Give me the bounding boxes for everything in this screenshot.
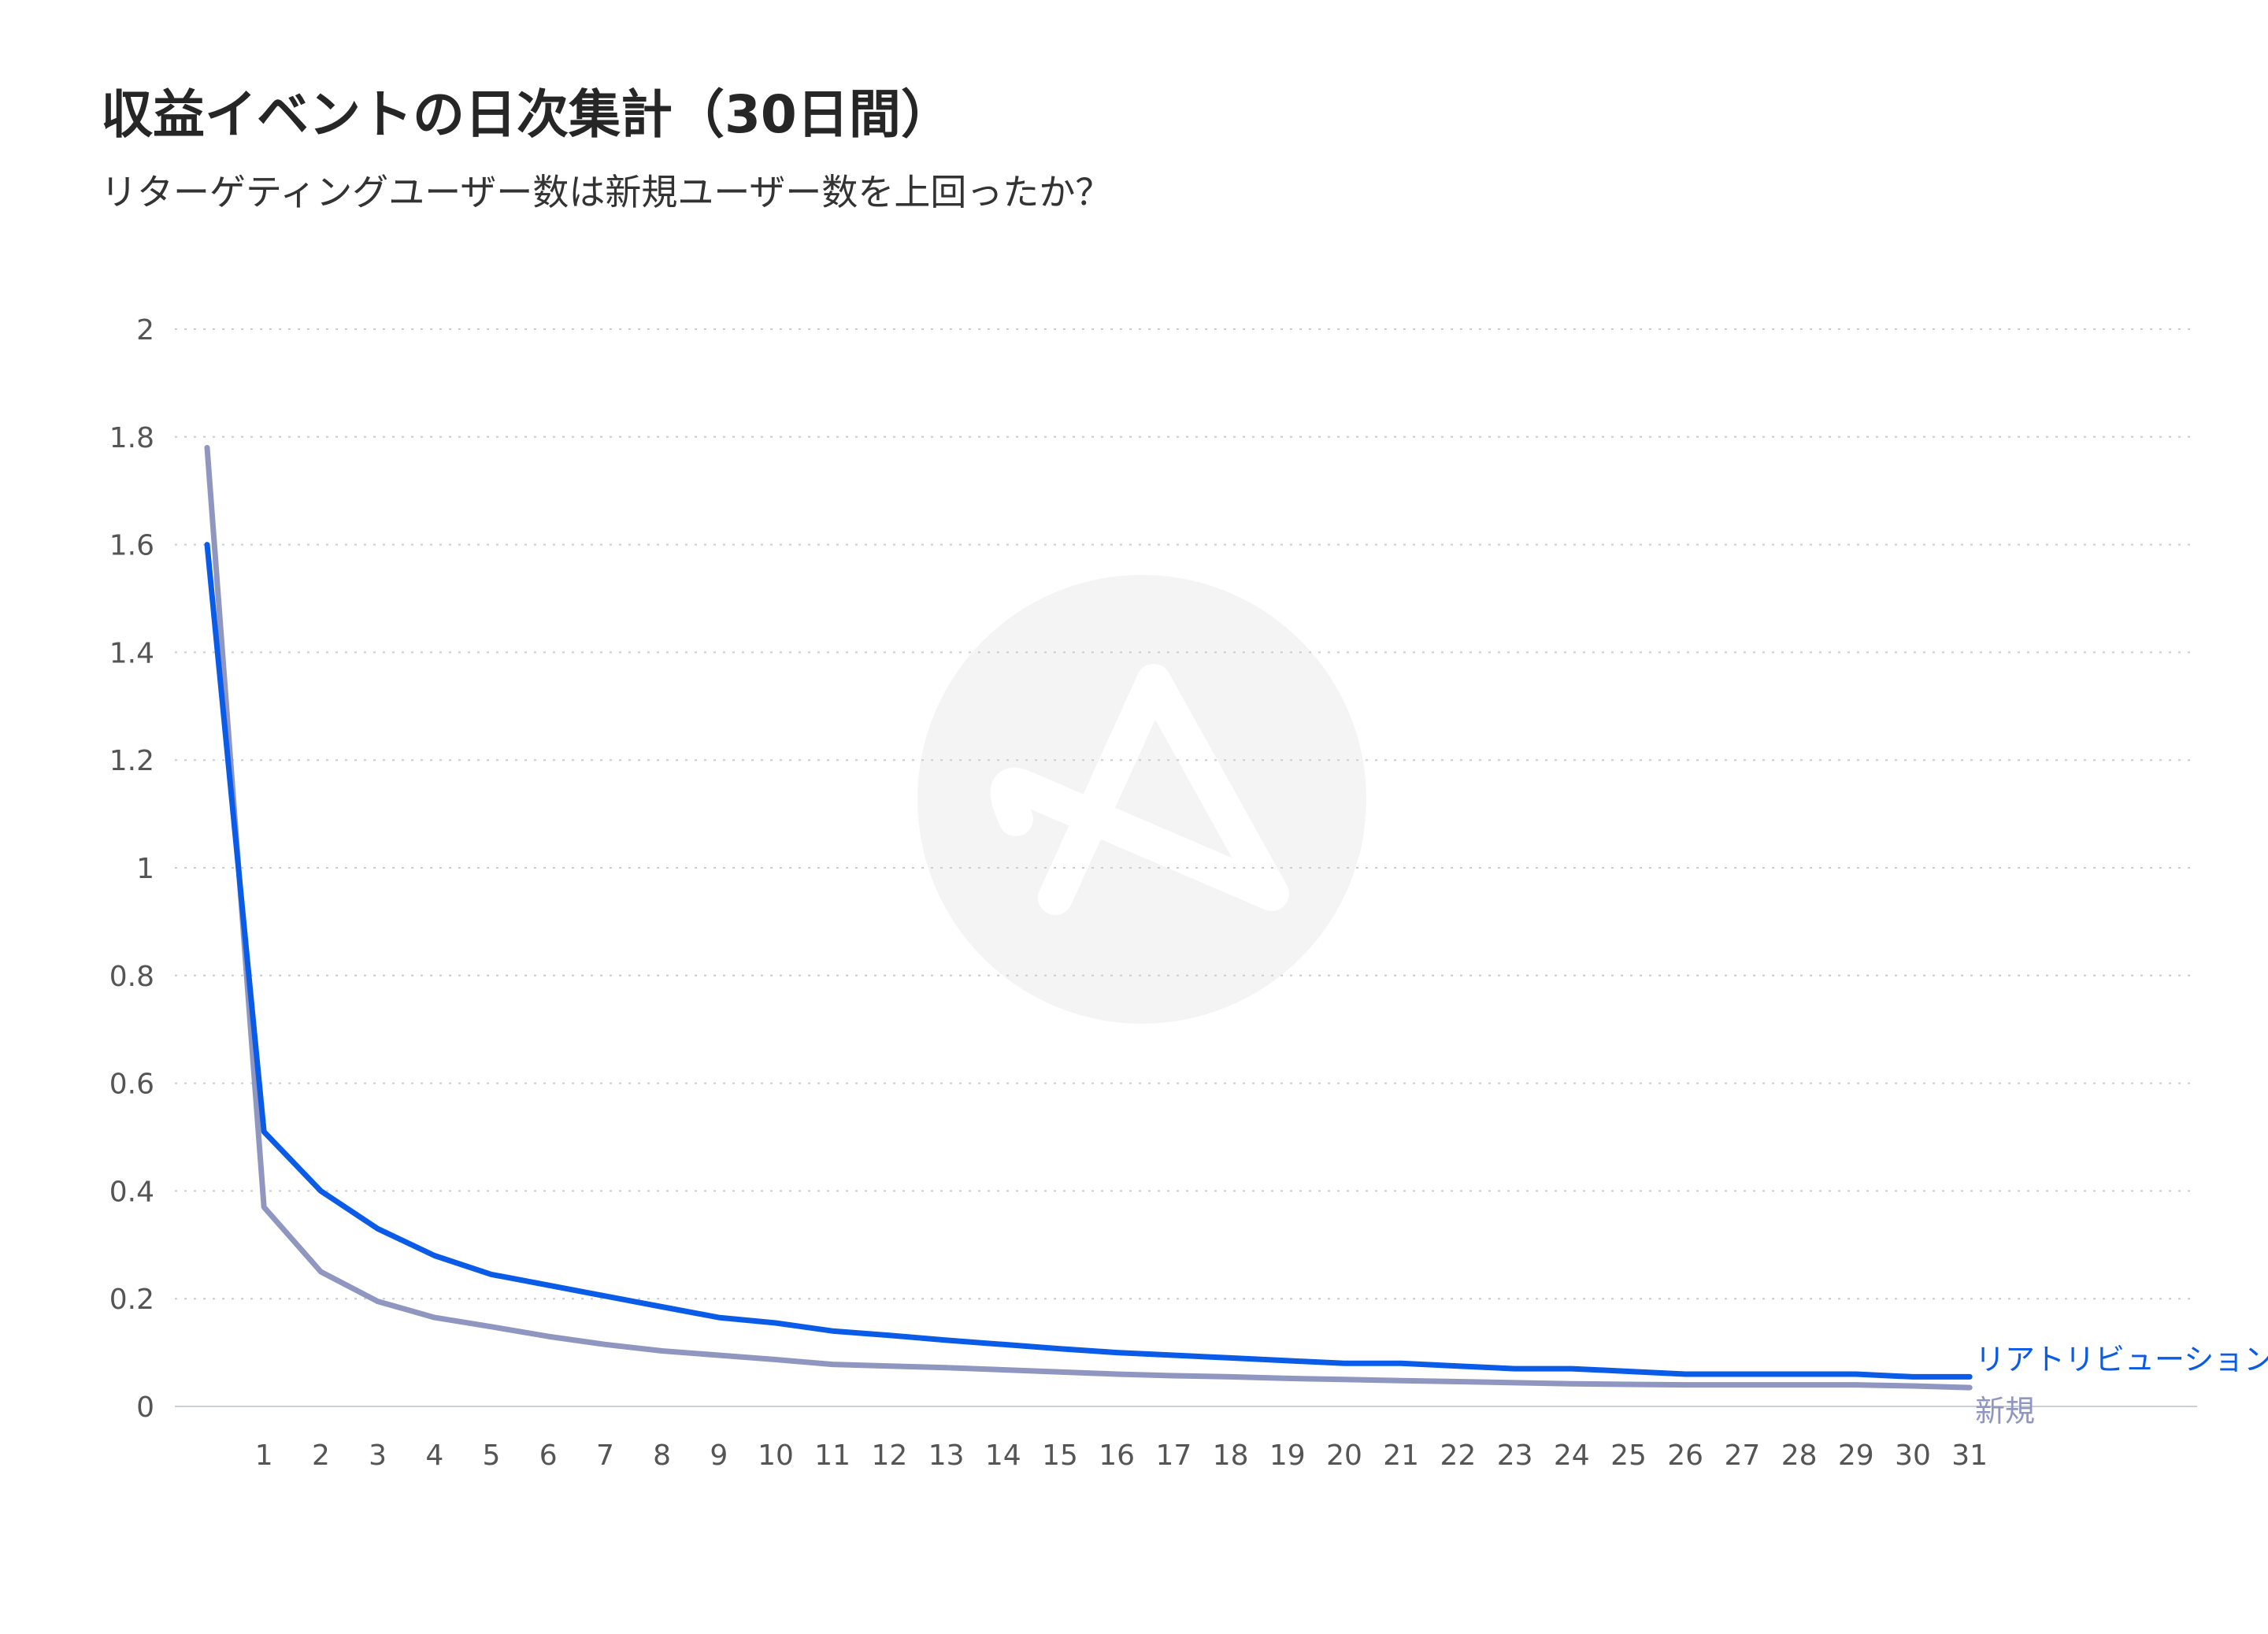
logo-watermark — [917, 575, 1366, 1024]
series-lines — [204, 445, 1973, 1391]
x-tick-label: 14 — [985, 1439, 1021, 1472]
x-tick-label: 11 — [814, 1439, 850, 1472]
watermark-circle — [917, 575, 1366, 1024]
x-tick-label: 4 — [425, 1439, 443, 1472]
x-tick-label: 18 — [1213, 1439, 1249, 1472]
y-tick-label: 1.8 — [109, 422, 154, 454]
y-tick-label: 1 — [136, 853, 154, 885]
x-tick-label: 31 — [1951, 1439, 1988, 1472]
x-tick-label: 29 — [1838, 1439, 1874, 1472]
watermark-glyph — [990, 664, 1289, 915]
x-tick-label: 10 — [758, 1439, 794, 1472]
chart-subtitle: リターゲティングユーザー数は新規ユーザー数を上回ったか？ — [101, 171, 1112, 213]
x-tick-label: 26 — [1667, 1439, 1703, 1472]
x-tick-label: 27 — [1724, 1439, 1760, 1472]
series-line — [204, 445, 1973, 1391]
x-tick-label: 9 — [710, 1439, 728, 1472]
x-axis: 1 2 3 4 5 6 7 8 9 10 11 12 13 14 15 16 17 18 19 20 21 22 23 24 2… — [255, 1439, 1988, 1472]
x-tick-label: 17 — [1155, 1439, 1191, 1472]
chart-title: 収益イベントの日次集計（30日間） — [101, 84, 953, 145]
x-tick-label: 6 — [539, 1439, 558, 1472]
x-tick-label: 25 — [1610, 1439, 1647, 1472]
y-tick-label: 0.6 — [109, 1069, 154, 1101]
y-tick-label: 0.8 — [109, 961, 154, 993]
x-tick-label: 13 — [928, 1439, 965, 1472]
y-gridlines — [175, 328, 2197, 1407]
x-tick-label: 20 — [1326, 1439, 1362, 1472]
series-label: リアトリビューション — [1975, 1342, 2268, 1376]
x-tick-label: 21 — [1383, 1439, 1419, 1472]
y-tick-label: 1.6 — [109, 530, 154, 562]
x-tick-label: 22 — [1440, 1439, 1476, 1472]
x-tick-label: 30 — [1895, 1439, 1931, 1472]
series-label: 新規 — [1975, 1394, 2035, 1428]
x-tick-label: 1 — [255, 1439, 273, 1472]
y-tick-label: 1.2 — [109, 745, 154, 777]
x-tick-label: 16 — [1099, 1439, 1135, 1472]
x-tick-label: 12 — [871, 1439, 907, 1472]
y-tick-label: 2 — [136, 314, 154, 346]
x-tick-label: 7 — [596, 1439, 614, 1472]
y-tick-label: 1.4 — [109, 637, 154, 669]
y-tick-label: 0.2 — [109, 1284, 154, 1316]
series-line — [204, 542, 1973, 1380]
x-tick-label: 19 — [1269, 1439, 1306, 1472]
x-tick-label: 24 — [1554, 1439, 1590, 1472]
y-tick-label: 0 — [136, 1391, 154, 1424]
y-axis: 0 0.2 0.4 0.6 0.8 1 1.2 1.4 1.6 1.8 2 — [109, 314, 154, 1424]
x-tick-label: 23 — [1497, 1439, 1533, 1472]
x-tick-label: 5 — [483, 1439, 501, 1472]
x-tick-label: 2 — [312, 1439, 330, 1472]
x-tick-label: 8 — [653, 1439, 671, 1472]
x-tick-label: 28 — [1781, 1439, 1818, 1472]
y-tick-label: 0.4 — [109, 1176, 154, 1208]
x-tick-label: 15 — [1042, 1439, 1078, 1472]
x-tick-label: 3 — [369, 1439, 387, 1472]
